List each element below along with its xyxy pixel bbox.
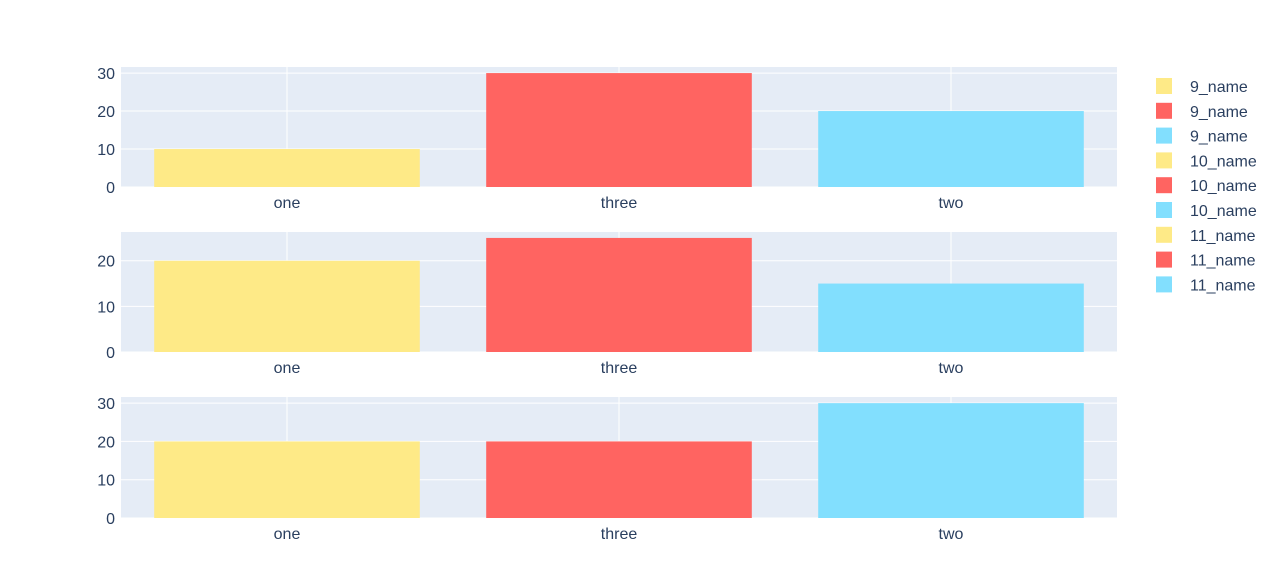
legend-item[interactable]: 9_name — [1156, 78, 1248, 96]
x-tick-label: two — [939, 195, 964, 212]
legend-label: 9_name — [1190, 104, 1248, 121]
bar-three — [486, 73, 752, 187]
legend-swatch — [1156, 78, 1172, 94]
y-tick-label: 0 — [106, 511, 115, 528]
legend-swatch — [1156, 276, 1172, 293]
legend-item[interactable]: 10_name — [1156, 152, 1257, 170]
legend-label: 11_name — [1190, 228, 1256, 245]
legend: 9_name 9_name 9_name 10_name 10_name 10_name 1… — [1156, 78, 1257, 294]
legend-label: 10_name — [1190, 178, 1257, 195]
legend-label: 10_name — [1190, 203, 1257, 220]
bar-one — [154, 149, 420, 187]
legend-item[interactable]: 11_name — [1156, 276, 1256, 294]
legend-label: 11_name — [1190, 277, 1256, 294]
y-tick-label: 20 — [97, 434, 115, 451]
bar-two — [818, 283, 1084, 352]
x-tick-label: two — [939, 526, 964, 543]
y-tick-label: 0 — [106, 345, 115, 362]
legend-item[interactable]: 9_name — [1156, 102, 1248, 121]
legend-item[interactable]: 10_name — [1156, 202, 1257, 220]
y-tick-label: 20 — [97, 104, 115, 121]
legend-item[interactable]: 9_name — [1156, 127, 1248, 146]
y-tick-label: 0 — [106, 180, 115, 197]
bar-three — [486, 237, 752, 352]
subplot-1: 0 10 20 30 one three two — [97, 66, 1117, 212]
x-tick-label: three — [601, 526, 638, 543]
legend-item[interactable]: 10_name — [1156, 177, 1257, 195]
y-tick-label: 10 — [97, 142, 115, 159]
legend-label: 9_name — [1190, 79, 1248, 96]
bar-one — [154, 260, 420, 352]
x-tick-label: one — [274, 195, 301, 212]
legend-label: 10_name — [1190, 153, 1257, 170]
x-tick-label: three — [601, 360, 638, 377]
bar-two — [818, 403, 1084, 518]
x-tick-label: three — [601, 195, 638, 212]
legend-swatch — [1156, 251, 1172, 268]
x-tick-label: two — [939, 360, 964, 377]
legend-swatch — [1156, 102, 1172, 119]
legend-label: 9_name — [1190, 129, 1248, 146]
y-tick-label: 30 — [97, 396, 115, 413]
bar-three — [486, 441, 752, 518]
y-tick-label: 20 — [97, 254, 115, 271]
legend-swatch — [1156, 226, 1172, 243]
y-tick-label: 10 — [97, 299, 115, 316]
y-tick-label: 30 — [97, 66, 115, 83]
bar-two — [818, 111, 1084, 187]
legend-item[interactable]: 11_name — [1156, 251, 1256, 270]
subplot-3: 0 10 20 30 one three two — [97, 396, 1117, 543]
x-tick-label: one — [274, 360, 301, 377]
legend-label: 11_name — [1190, 253, 1256, 270]
legend-swatch — [1156, 152, 1172, 169]
legend-item[interactable]: 11_name — [1156, 226, 1256, 245]
legend-swatch — [1156, 177, 1172, 194]
legend-swatch — [1156, 202, 1172, 218]
y-tick-label: 10 — [97, 473, 115, 490]
legend-swatch — [1156, 127, 1172, 144]
x-tick-label: one — [274, 526, 301, 543]
bar-one — [154, 441, 420, 518]
subplot-2: 0 10 20 one three two — [97, 232, 1117, 377]
